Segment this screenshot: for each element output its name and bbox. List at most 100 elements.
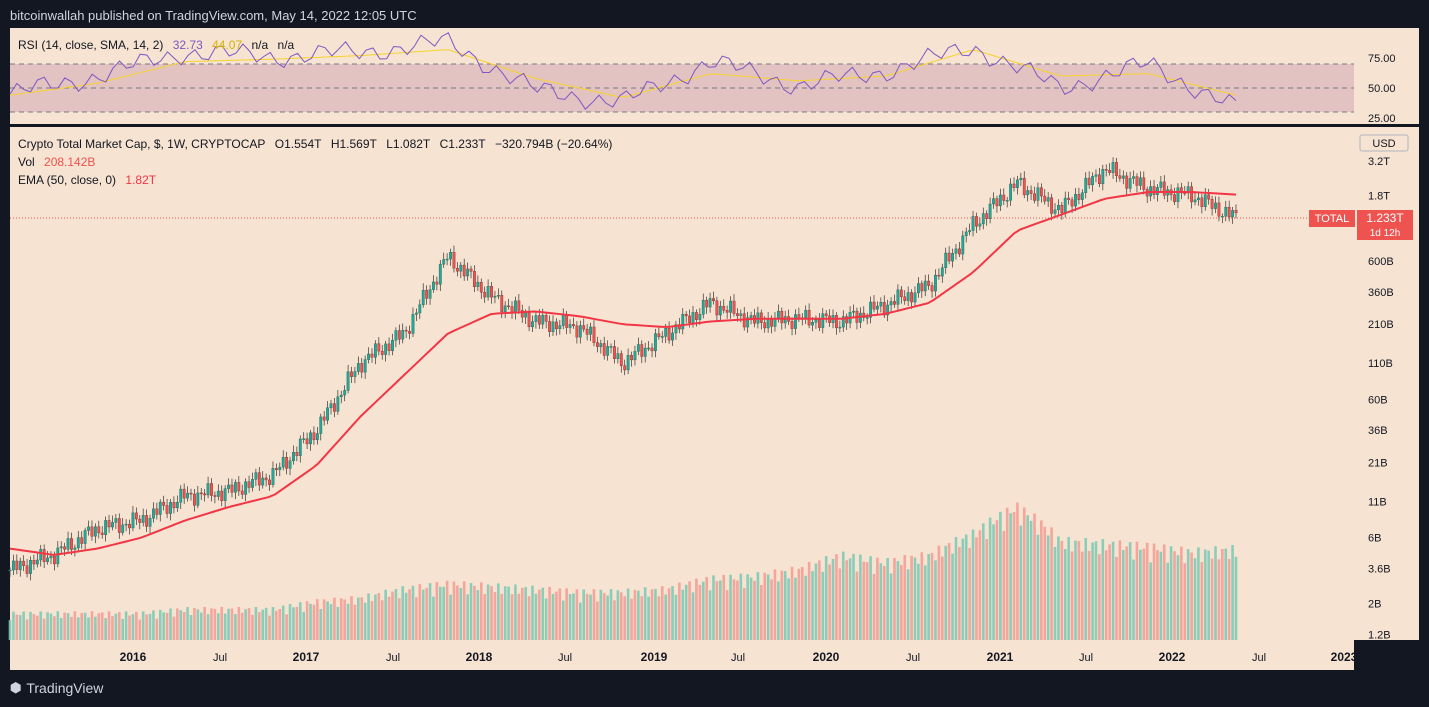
volume-bar — [1197, 547, 1200, 640]
candle — [650, 347, 654, 352]
volume-bar — [114, 613, 118, 640]
ohlc-low-value: 1.082T — [392, 137, 431, 151]
candle — [15, 560, 19, 570]
time-tick: Jul — [386, 652, 400, 664]
candle — [971, 216, 975, 231]
candle — [152, 508, 155, 519]
volume-bar — [483, 594, 486, 640]
volume-bar — [281, 605, 285, 640]
candle — [1039, 187, 1043, 197]
volume-bar — [251, 614, 254, 640]
candle — [1190, 186, 1194, 203]
volume-bar — [370, 601, 374, 640]
price-pane[interactable] — [10, 127, 1354, 640]
volume-bar — [835, 554, 838, 640]
candle — [1077, 194, 1081, 200]
candle — [216, 490, 220, 497]
volume-bar — [1156, 550, 1159, 640]
volume-bar — [155, 618, 159, 640]
ohlc-high-value: 1.569T — [339, 137, 377, 151]
currency-badge[interactable] — [1359, 134, 1409, 152]
rsi-scale[interactable] — [1354, 28, 1419, 124]
candle — [766, 318, 770, 329]
time-axis[interactable] — [10, 640, 1354, 670]
volume-bar — [1118, 540, 1122, 640]
volume-bar — [234, 614, 237, 640]
volume-bar — [141, 611, 145, 640]
volume-bar — [1019, 525, 1023, 640]
candle — [599, 343, 603, 347]
volume-bar — [391, 591, 394, 640]
volume-bar — [927, 554, 930, 640]
candle — [947, 252, 951, 262]
candle — [671, 332, 674, 341]
volume-bar — [199, 612, 203, 640]
candle — [1121, 175, 1125, 179]
rsi-na-1: n/a — [251, 38, 269, 52]
volume-bar — [1053, 546, 1057, 640]
candle — [1132, 176, 1135, 179]
candle — [1002, 194, 1006, 201]
footer[interactable]: ⬢ TradingView — [10, 680, 103, 696]
candle — [350, 371, 353, 377]
volume-bar — [186, 607, 189, 640]
candle — [527, 312, 531, 328]
candle — [978, 223, 982, 227]
candle — [630, 355, 633, 361]
volume-bar — [845, 560, 848, 640]
candle — [496, 295, 500, 297]
candle — [534, 315, 538, 322]
candle — [162, 501, 166, 506]
candle — [1142, 177, 1146, 190]
candle — [312, 432, 316, 441]
candle — [257, 472, 261, 486]
ema-value: 1.82T — [125, 173, 157, 187]
time-tick: 2018 — [466, 650, 493, 664]
rsi-sma-line — [9, 49, 1237, 98]
candle — [134, 512, 138, 520]
volume-bar — [783, 571, 787, 640]
volume-bar — [172, 616, 176, 640]
candle — [705, 300, 709, 308]
volume-bar — [295, 606, 299, 640]
volume-bar — [613, 600, 616, 640]
volume-bar — [479, 582, 483, 640]
candle — [155, 508, 159, 515]
time-tick: Jul — [1252, 652, 1266, 664]
candle — [899, 289, 903, 298]
volume-bar — [971, 529, 975, 640]
volume-bar — [1002, 531, 1006, 640]
volume-bar — [1104, 550, 1108, 640]
ohlc-change: −320.794B (−20.64%) — [494, 137, 613, 151]
volume-bar — [623, 596, 627, 640]
volume-bar — [893, 558, 896, 640]
volume-bar — [148, 613, 152, 640]
candle — [1200, 197, 1204, 207]
candle — [927, 280, 931, 286]
volume-bar — [445, 580, 449, 640]
candle — [872, 301, 876, 310]
volume-bar — [1128, 542, 1132, 640]
volume-bar — [278, 609, 282, 640]
candle — [25, 565, 29, 574]
volume-bar — [1060, 540, 1064, 640]
candle — [56, 547, 60, 565]
volume-bar — [87, 617, 90, 640]
volume-bar — [1183, 563, 1187, 640]
candle — [288, 460, 292, 469]
volume-bar — [558, 588, 562, 640]
candle — [1080, 192, 1084, 200]
candle — [87, 526, 90, 531]
candle — [479, 281, 483, 293]
volume-bar — [671, 586, 674, 640]
volume-bar — [333, 597, 336, 640]
volume-bar — [742, 587, 746, 640]
candle — [97, 526, 101, 534]
volume-bar — [326, 601, 329, 640]
candle — [462, 264, 466, 277]
volume-bar — [1087, 550, 1091, 640]
volume-bar — [29, 611, 32, 640]
candle — [1050, 197, 1053, 214]
candle — [90, 526, 94, 537]
